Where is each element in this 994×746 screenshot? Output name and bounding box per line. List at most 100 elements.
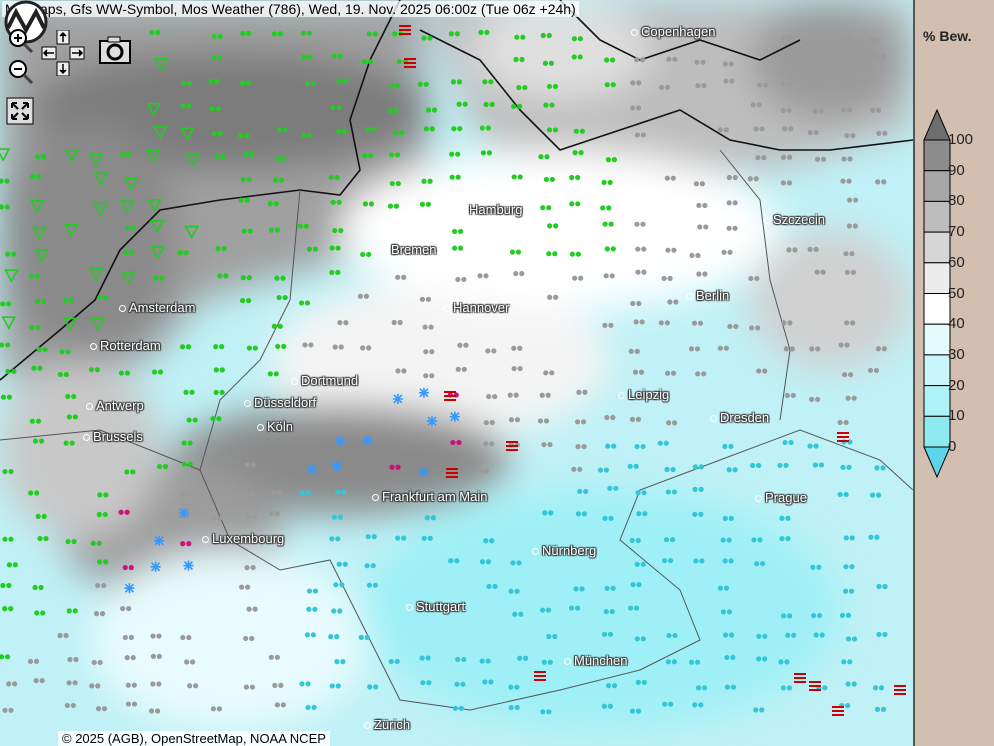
weather-dot — [603, 273, 609, 279]
weather-dot — [882, 130, 888, 136]
legend-label: 100 — [948, 131, 974, 148]
weather-dot — [847, 156, 853, 162]
weather-dot — [573, 586, 579, 592]
weather-dot — [429, 126, 435, 132]
weather-dot — [791, 632, 797, 638]
weather-dot — [640, 221, 646, 227]
weather-dot — [610, 414, 616, 421]
weather-dot — [629, 416, 636, 422]
weather-dot — [664, 84, 671, 90]
weather-dot — [611, 683, 618, 689]
weather-dot — [246, 176, 252, 183]
weather-dot — [337, 53, 343, 59]
weather-dot — [150, 653, 156, 659]
weather-dot — [722, 61, 729, 67]
weather-dot — [249, 491, 256, 497]
weather-dot — [629, 105, 636, 111]
weather-dot — [688, 659, 695, 665]
weather-dot — [787, 320, 793, 326]
weather-dot — [65, 538, 71, 545]
weather-dot — [842, 56, 848, 63]
weather-dot — [0, 301, 6, 307]
weather-dot — [519, 56, 525, 63]
weather-dot — [508, 588, 514, 594]
city-name: Bremen — [391, 242, 437, 257]
weather-dot — [880, 465, 886, 471]
weather-dot — [213, 367, 219, 373]
weather-dot — [27, 658, 34, 664]
city-label: Szczecin — [763, 212, 825, 227]
weather-dot — [783, 346, 789, 352]
weather-dot — [69, 440, 75, 446]
snow-symbol — [150, 561, 161, 572]
legend-swatch — [923, 170, 951, 202]
snow-symbol — [183, 560, 194, 571]
weather-dot — [282, 127, 288, 133]
city-label: Bremen — [381, 242, 437, 257]
weather-dot — [517, 365, 523, 372]
weather-dot — [72, 414, 78, 420]
weather-dot — [483, 468, 489, 474]
weather-dot — [244, 462, 250, 468]
weather-dot — [335, 536, 341, 542]
weather-dot — [40, 298, 47, 304]
weather-dot — [814, 269, 820, 275]
weather-dot — [5, 368, 11, 374]
borders — [0, 149, 913, 711]
weather-dot — [762, 656, 768, 662]
weather-dot — [577, 466, 583, 472]
weather-dot — [431, 107, 438, 113]
weather-dot — [642, 511, 648, 517]
weather-dot — [335, 269, 341, 276]
weather-dot — [671, 489, 677, 495]
weather-dot — [848, 56, 854, 63]
weather-dot — [702, 271, 708, 277]
weather-dot — [880, 706, 887, 712]
weather-dot — [747, 176, 753, 182]
weather-dot — [523, 655, 529, 661]
weather-dot — [217, 33, 223, 40]
weather-dot — [511, 365, 517, 372]
legend-label: 60 — [948, 253, 965, 271]
weather-dot — [665, 247, 671, 253]
weather-dot — [388, 152, 395, 158]
weather-dot — [633, 319, 639, 325]
weather-dot — [518, 611, 524, 617]
weather-dot — [95, 683, 101, 689]
weather-dot — [814, 156, 821, 162]
weather-dot — [6, 681, 12, 687]
weather-dot — [609, 609, 615, 615]
weather-dot — [607, 631, 614, 637]
weather-dot — [396, 59, 402, 65]
drizzle-symbol — [123, 177, 139, 192]
weather-dot — [310, 81, 317, 87]
city-name: Hamburg — [469, 202, 523, 217]
weather-map[interactable]: MetMaps, Gfs WW-Symbol, Mos Weather (786… — [0, 0, 913, 746]
weather-dot — [454, 31, 460, 37]
weather-dot — [360, 345, 366, 351]
weather-dot — [477, 468, 483, 474]
weather-dot — [816, 612, 823, 619]
weather-dot — [843, 588, 849, 594]
weather-dot — [338, 344, 344, 350]
weather-dot — [575, 511, 581, 517]
city-label: Hamburg — [459, 202, 522, 217]
weather-dot — [306, 246, 313, 252]
weather-dot — [365, 534, 371, 540]
weather-dot — [634, 561, 640, 567]
weather-dot — [640, 132, 647, 138]
weather-dot — [252, 513, 258, 520]
weather-dot — [401, 368, 407, 374]
weather-dot — [605, 157, 612, 163]
weather-dot — [850, 320, 856, 326]
weather-dot — [328, 174, 334, 181]
weather-dot — [246, 513, 252, 520]
weather-dot — [722, 558, 728, 564]
weather-dot — [780, 180, 787, 186]
weather-dot — [785, 632, 791, 638]
weather-dot — [874, 706, 881, 712]
weather-dot — [66, 414, 72, 420]
weather-dot — [851, 395, 857, 401]
weather-dot — [843, 251, 849, 257]
weather-dot — [334, 659, 340, 665]
